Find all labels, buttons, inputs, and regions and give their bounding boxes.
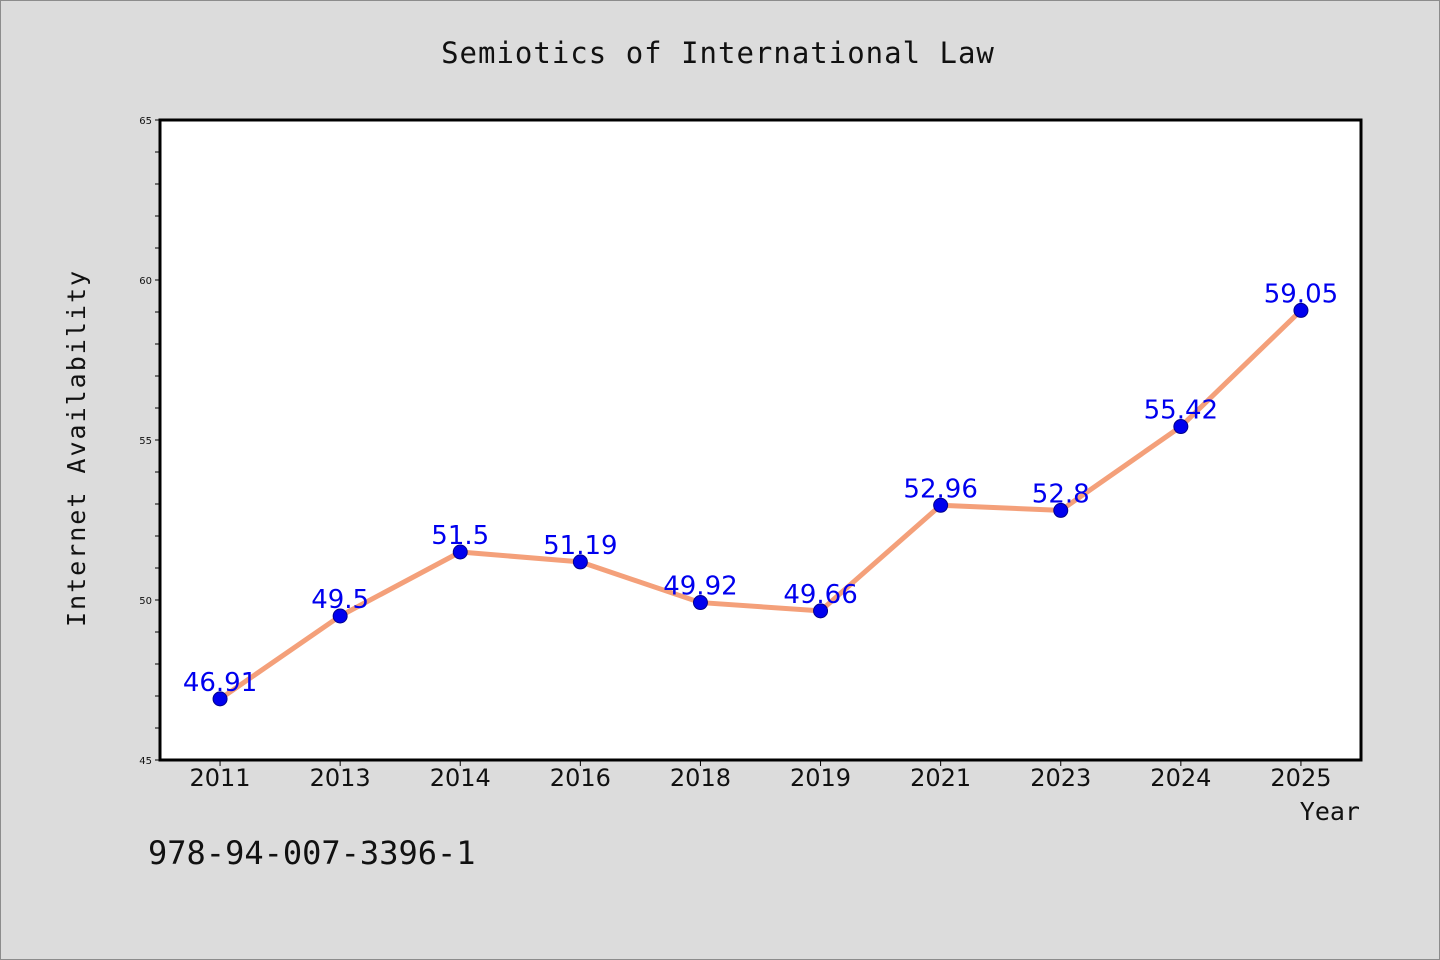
data-point [212,691,228,707]
data-label: 55.42 [1144,396,1218,426]
footnote-isbn: 978-94-007-3396-1 [148,834,476,872]
x-tick-label: 2014 [430,764,491,792]
data-point [1173,419,1189,435]
data-point [933,497,949,513]
data-label: 49.92 [663,572,737,602]
data-label: 46.91 [183,668,257,698]
data-label: 51.19 [543,531,617,561]
x-tick-label: 2024 [1150,764,1211,792]
data-label: 59.05 [1264,279,1338,309]
x-tick-label: 2021 [910,764,971,792]
y-tick-label: 45 [139,756,152,767]
data-point [452,544,468,560]
data-point [332,608,348,624]
x-tick-label: 2018 [670,764,731,792]
chart-title: Semiotics of International Law [441,36,995,70]
data-labels: 46.91 49.5 51.5 51.19 49.92 49.66 52.96 52.8 55.… [183,279,1338,697]
data-label: 51.5 [431,521,489,551]
data-label: 49.5 [311,585,369,615]
data-point [572,554,588,570]
data-label: 49.66 [783,580,857,610]
x-tick-label: 2011 [190,764,251,792]
data-point [692,595,708,611]
x-tick-label: 2013 [310,764,371,792]
data-point [1053,502,1069,518]
x-tick-label: 2016 [550,764,611,792]
y-tick-label: 65 [139,116,152,127]
y-minor-ticks [155,151,160,729]
plot-area [158,118,1363,762]
x-axis-label: Year [1300,797,1360,826]
y-tick-label: 60 [139,276,152,287]
series-markers [212,302,1309,707]
y-tick-label: 50 [139,596,152,607]
data-label: 52.96 [903,474,977,504]
x-axis: 2011 2013 2014 2016 2018 2019 2021 2023 2024 2025 [190,760,1331,792]
x-tick-label: 2025 [1270,764,1331,792]
data-label: 52.8 [1032,479,1090,509]
data-point [1293,302,1309,318]
series-line [217,307,1304,702]
y-axis-label: Internet Availability [62,269,91,627]
y-tick-label: 55 [139,436,152,447]
x-tick-label: 2019 [790,764,851,792]
y-axis: 45 50 55 60 65 [139,116,160,767]
data-point [813,603,829,619]
x-tick-label: 2023 [1030,764,1091,792]
